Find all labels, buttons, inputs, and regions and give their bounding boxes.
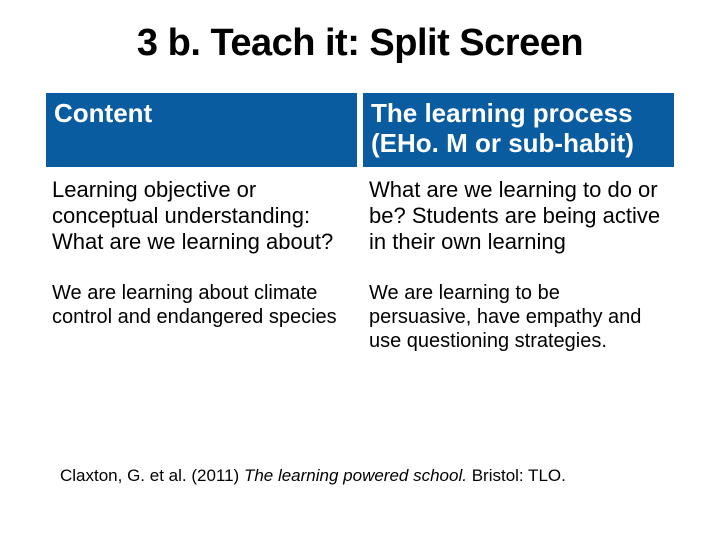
column-header-content: Content — [46, 93, 357, 167]
table-header-row: Content The learning process (EHo. M or … — [46, 93, 674, 167]
column-header-process: The learning process (EHo. M or sub-habi… — [363, 93, 674, 167]
cell-content-example: We are learning about climate control an… — [46, 277, 357, 375]
citation-prefix: Claxton, G. et al. (2011) — [60, 466, 244, 485]
cell-process-example: We are learning to be persuasive, have e… — [363, 277, 674, 375]
cell-process-objective: What are we learning to do or be? Studen… — [363, 167, 674, 277]
slide: 3 b. Teach it: Split Screen Content The … — [0, 0, 720, 540]
cell-content-objective: Learning objective or conceptual underst… — [46, 167, 357, 277]
table-row: We are learning about climate control an… — [46, 277, 674, 375]
citation-suffix: Bristol: TLO. — [472, 466, 566, 485]
split-screen-table: Content The learning process (EHo. M or … — [40, 93, 680, 375]
citation: Claxton, G. et al. (2011) The learning p… — [60, 466, 566, 486]
page-title: 3 b. Teach it: Split Screen — [40, 22, 680, 65]
table-row: Learning objective or conceptual underst… — [46, 167, 674, 277]
citation-italic-title: The learning powered school. — [244, 466, 472, 485]
